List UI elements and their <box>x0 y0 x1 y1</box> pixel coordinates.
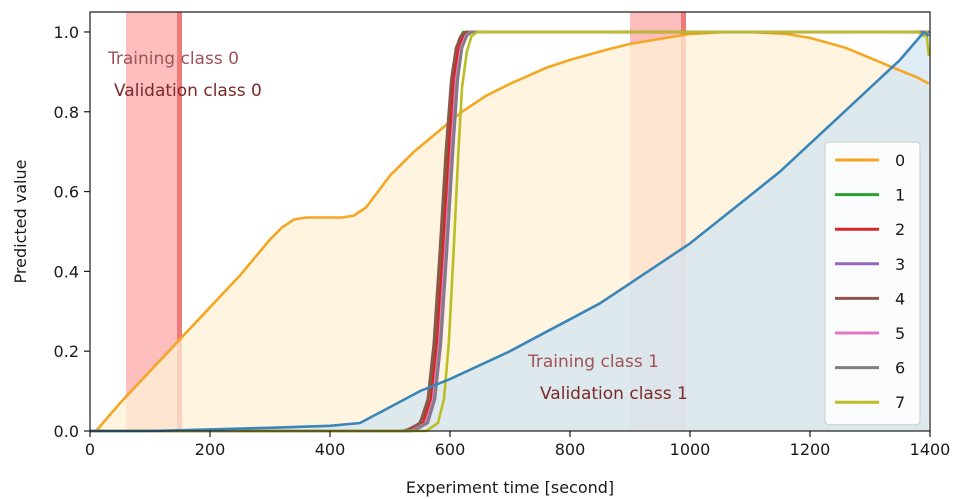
plot-frame <box>89 11 931 432</box>
y-tick-label-3: 0.6 <box>54 183 79 202</box>
legend-label-1: 1 <box>895 186 905 205</box>
series-line-4 <box>90 30 930 433</box>
legend-label-7: 7 <box>895 393 905 412</box>
series-lines <box>90 30 931 433</box>
x-tick-label-3: 600 <box>435 440 466 459</box>
legend-label-6: 6 <box>895 359 905 378</box>
y-tick-label-4: 0.8 <box>54 103 79 122</box>
x-tick-label-1: 200 <box>195 440 226 459</box>
y-tick-label-5: 1.0 <box>54 23 79 42</box>
series-fill-8 <box>90 31 929 431</box>
x-tick-label-7: 1400 <box>910 440 951 459</box>
legend-label-0: 0 <box>895 151 905 170</box>
annotation-1: Validation class 0 <box>114 81 262 101</box>
y-tick-label-0: 0.0 <box>54 422 79 441</box>
legend-label-5: 5 <box>895 324 905 343</box>
y-axis-ticks: 0.0 0.2 0.4 0.6 0.8 1.0 <box>54 23 90 441</box>
shaded-band-edge-0 <box>177 12 182 431</box>
x-tick-label-6: 1200 <box>790 440 831 459</box>
annotations: Training class 0 Validation class 0 Traini… <box>107 49 688 404</box>
series-fills <box>90 31 929 431</box>
annotation-2: Training class 1 <box>527 352 659 372</box>
x-axis-label: Experiment time [second] <box>406 478 614 497</box>
legend-label-3: 3 <box>895 255 905 274</box>
series-line-8 <box>90 30 930 433</box>
x-tick-label-4: 800 <box>555 440 586 459</box>
x-tick-label-2: 400 <box>315 440 346 459</box>
x-axis-ticks: 0 200 400 600 800 1000 1200 1400 <box>85 431 950 459</box>
legend: 0 1 2 3 4 5 6 7 <box>824 141 921 426</box>
y-axis-label: Predicted value <box>11 160 30 284</box>
series-line-0 <box>95 30 930 432</box>
y-tick-label-1: 0.2 <box>54 342 79 361</box>
legend-box <box>824 141 921 426</box>
y-tick-label-2: 0.4 <box>54 262 79 281</box>
series-line-6 <box>90 30 930 433</box>
legend-label-4: 4 <box>895 289 905 308</box>
legend-label-2: 2 <box>895 220 905 239</box>
annotation-0: Training class 0 <box>107 49 239 69</box>
x-tick-label-0: 0 <box>85 440 95 459</box>
x-tick-label-5: 1000 <box>670 440 711 459</box>
annotation-3: Validation class 1 <box>540 384 688 404</box>
